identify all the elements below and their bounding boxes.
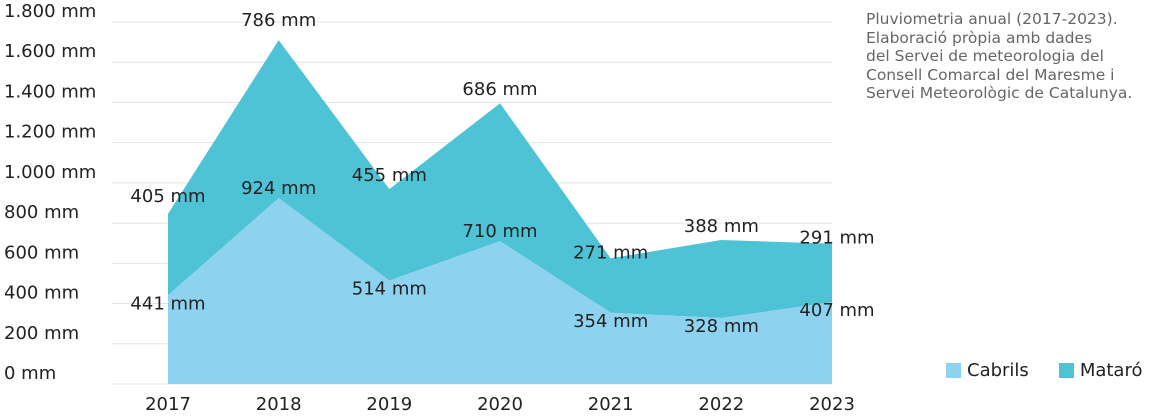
x-tick-label: 2019 xyxy=(366,394,412,415)
data-label-mataro: 271 mm xyxy=(573,242,648,263)
x-tick-label: 2021 xyxy=(588,394,634,415)
y-tick-label: 1.000 mm xyxy=(4,162,96,183)
y-tick-label: 0 mm xyxy=(4,363,56,384)
y-axis: 0 mm 200 mm 400 mm 600 mm 800 mm 1.000 mm 1.20… xyxy=(4,1,96,384)
data-label-cabrils: 924 mm xyxy=(241,178,316,199)
legend-swatch-mataro xyxy=(1058,363,1074,378)
x-tick-label: 2023 xyxy=(809,394,855,415)
y-tick-label: 800 mm xyxy=(4,202,79,223)
data-label-mataro: 405 mm xyxy=(130,186,205,207)
legend: Cabrils Mataró xyxy=(946,360,1142,381)
legend-label-mataro: Mataró xyxy=(1079,360,1143,381)
legend-swatch-cabrils xyxy=(946,363,961,378)
data-label-mataro: 388 mm xyxy=(684,216,759,237)
x-tick-label: 2017 xyxy=(145,394,191,415)
legend-item-cabrils: Cabrils xyxy=(946,360,1029,381)
x-axis: 2017 2018 2019 2020 2021 2022 2023 xyxy=(145,394,855,415)
data-label-mataro: 686 mm xyxy=(462,79,537,100)
data-label-mataro: 455 mm xyxy=(352,165,427,186)
area-mataro xyxy=(168,40,832,319)
data-label-cabrils: 514 mm xyxy=(352,279,427,300)
y-tick-label: 200 mm xyxy=(4,323,79,344)
y-tick-label: 1.600 mm xyxy=(4,41,96,62)
data-label-cabrils: 407 mm xyxy=(799,300,874,321)
area-cabrils xyxy=(168,198,832,384)
x-tick-label: 2020 xyxy=(477,394,523,415)
x-tick-label: 2018 xyxy=(256,394,302,415)
legend-item-mataro: Mataró xyxy=(1058,360,1143,381)
y-tick-label: 1.400 mm xyxy=(4,81,96,102)
legend-label-cabrils: Cabrils xyxy=(967,360,1029,381)
y-tick-label: 1.800 mm xyxy=(4,1,96,22)
y-tick-label: 400 mm xyxy=(4,283,79,304)
y-tick-label: 1.200 mm xyxy=(4,122,96,143)
data-label-cabrils: 441 mm xyxy=(130,293,205,314)
x-tick-label: 2022 xyxy=(698,394,744,415)
data-label-mataro: 291 mm xyxy=(799,228,874,249)
data-label-cabrils: 710 mm xyxy=(462,221,537,242)
y-tick-label: 600 mm xyxy=(4,242,79,263)
series-areas xyxy=(168,40,832,384)
source-note: Pluviometria anual (2017-2023). Elaborac… xyxy=(866,10,1133,102)
data-label-mataro: 786 mm xyxy=(241,10,316,31)
data-labels: 441 mm 924 mm 514 mm 710 mm 354 mm 328 mm 407 … xyxy=(130,10,874,337)
data-label-cabrils: 354 mm xyxy=(573,311,648,332)
data-label-cabrils: 328 mm xyxy=(684,316,759,337)
